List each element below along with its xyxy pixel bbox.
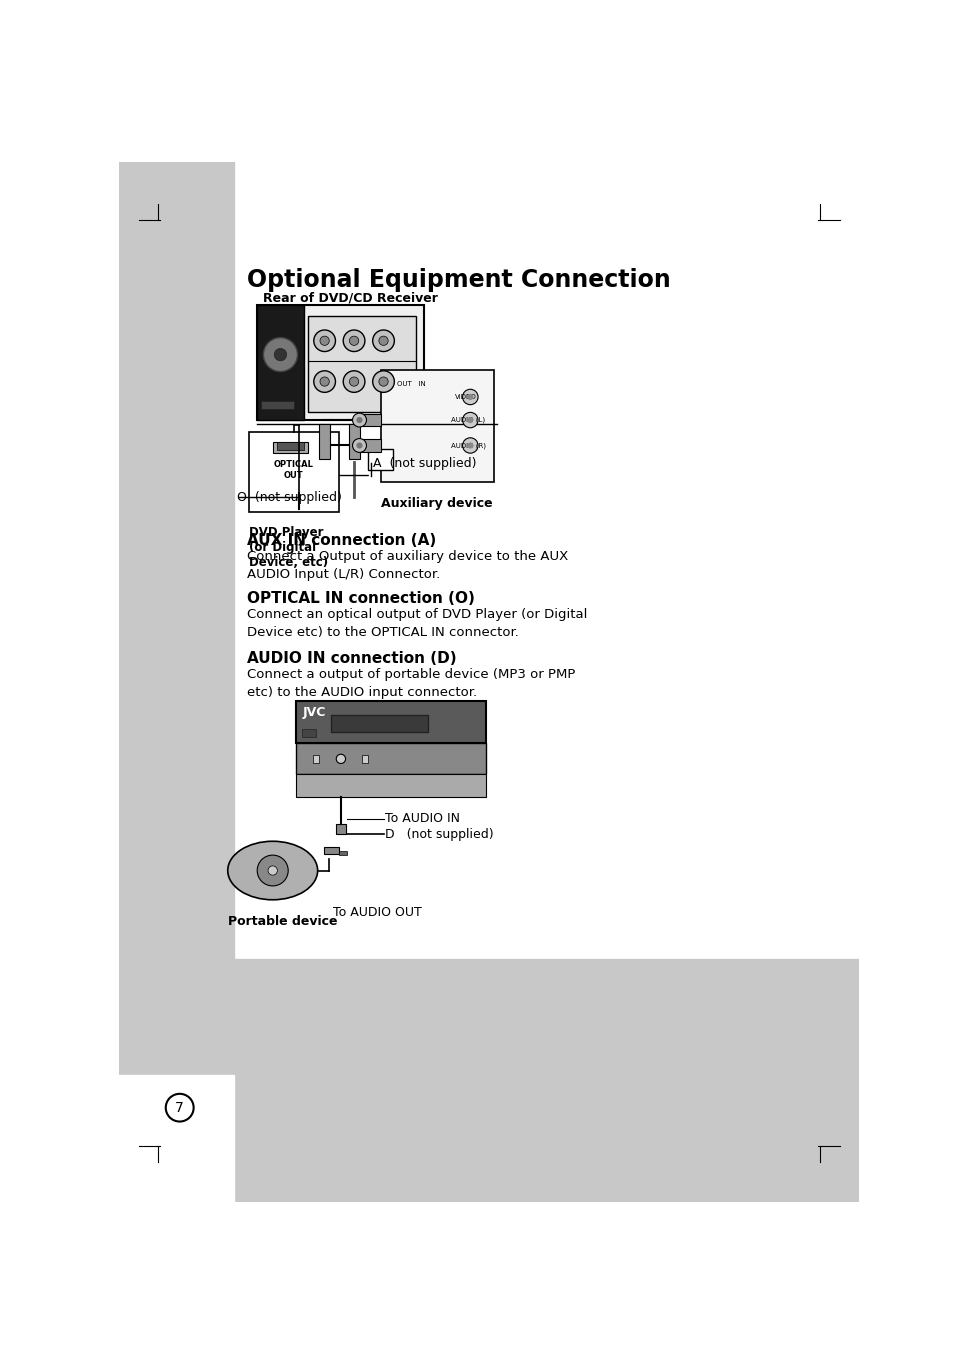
- Text: OPTICAL
OUT: OPTICAL OUT: [274, 461, 314, 480]
- Text: 7: 7: [175, 1101, 184, 1115]
- Circle shape: [343, 370, 365, 392]
- Text: OUT   IN: OUT IN: [396, 381, 425, 386]
- Circle shape: [353, 439, 366, 453]
- Ellipse shape: [228, 842, 317, 900]
- Text: Auxiliary device: Auxiliary device: [381, 497, 493, 511]
- Circle shape: [378, 336, 388, 346]
- Bar: [359, 439, 381, 451]
- Text: Connect a output of portable device (MP3 or PMP
etc) to the AUDIO input connecto: Connect a output of portable device (MP3…: [247, 667, 575, 698]
- Circle shape: [319, 336, 329, 346]
- Bar: [319, 424, 330, 458]
- Bar: [307, 316, 416, 412]
- Text: To AUDIO OUT: To AUDIO OUT: [333, 907, 421, 919]
- Bar: [295, 701, 485, 743]
- Bar: [359, 413, 381, 426]
- Bar: [273, 442, 307, 453]
- Circle shape: [349, 377, 358, 386]
- Circle shape: [274, 349, 286, 361]
- Text: D   (not supplied): D (not supplied): [385, 828, 494, 840]
- Text: O  (not supplied): O (not supplied): [236, 490, 341, 504]
- Text: AUDIO IN connection (D): AUDIO IN connection (D): [247, 651, 456, 666]
- Text: VIDEO: VIDEO: [455, 394, 476, 400]
- Bar: [119, 1074, 233, 1202]
- Bar: [348, 424, 359, 458]
- Circle shape: [462, 412, 477, 428]
- Bar: [313, 755, 319, 763]
- Circle shape: [314, 370, 335, 392]
- Circle shape: [353, 413, 366, 427]
- Bar: [119, 1094, 233, 1202]
- Circle shape: [462, 438, 477, 453]
- Circle shape: [462, 389, 477, 405]
- Text: AUDIO (R): AUDIO (R): [451, 442, 485, 449]
- Bar: [276, 442, 303, 450]
- Text: Optional Equipment Connection: Optional Equipment Connection: [247, 269, 670, 292]
- Bar: [257, 304, 303, 420]
- Bar: [261, 401, 294, 408]
- Circle shape: [373, 370, 394, 392]
- Bar: [331, 715, 427, 732]
- Text: To AUDIO IN: To AUDIO IN: [385, 812, 459, 825]
- Bar: [339, 851, 347, 855]
- Circle shape: [257, 855, 288, 886]
- Text: A  (not supplied): A (not supplied): [373, 457, 476, 470]
- Bar: [119, 162, 233, 1202]
- Circle shape: [335, 754, 345, 763]
- Bar: [381, 370, 493, 482]
- Bar: [323, 847, 339, 854]
- Circle shape: [467, 417, 473, 423]
- Bar: [335, 824, 345, 835]
- Text: JVC: JVC: [302, 707, 325, 719]
- Circle shape: [268, 866, 277, 875]
- Circle shape: [373, 330, 394, 351]
- Circle shape: [378, 377, 388, 386]
- Text: OPTICAL IN connection (O): OPTICAL IN connection (O): [247, 590, 475, 607]
- Text: Connect an optical output of DVD Player (or Digital
Device etc) to the OPTICAL I: Connect an optical output of DVD Player …: [247, 608, 587, 639]
- Bar: [361, 755, 368, 763]
- Circle shape: [314, 330, 335, 351]
- Bar: [295, 743, 485, 774]
- Bar: [233, 959, 858, 1202]
- Circle shape: [349, 336, 358, 346]
- Circle shape: [356, 442, 362, 449]
- Text: Portable device: Portable device: [228, 915, 337, 928]
- Bar: [249, 431, 338, 512]
- Circle shape: [467, 394, 473, 400]
- Text: AUX IN connection (A): AUX IN connection (A): [247, 534, 436, 549]
- Text: Rear of DVD/CD Receiver: Rear of DVD/CD Receiver: [262, 292, 437, 304]
- Bar: [302, 728, 315, 736]
- Circle shape: [356, 417, 362, 423]
- Bar: [257, 304, 423, 420]
- Circle shape: [263, 338, 297, 372]
- Circle shape: [319, 377, 329, 386]
- Bar: [368, 449, 393, 470]
- Text: DVD Player
(or Digital
Device, etc): DVD Player (or Digital Device, etc): [249, 527, 328, 569]
- Text: AUDIO (L): AUDIO (L): [451, 417, 484, 423]
- Bar: [295, 774, 485, 797]
- Circle shape: [343, 330, 365, 351]
- Circle shape: [467, 442, 473, 449]
- Text: Connect a Output of auxiliary device to the AUX
AUDIO Input (L/R) Connector.: Connect a Output of auxiliary device to …: [247, 550, 568, 581]
